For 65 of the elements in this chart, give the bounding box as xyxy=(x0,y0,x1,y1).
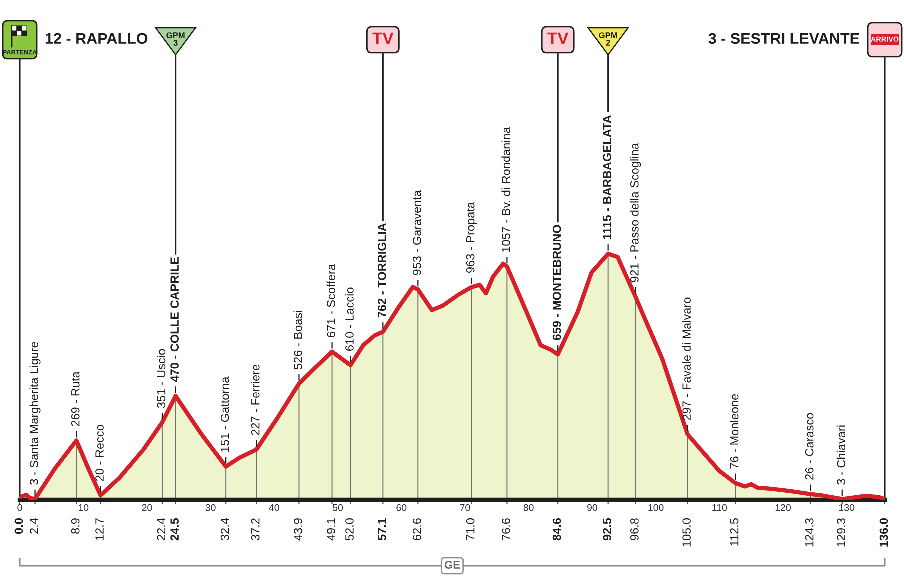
x2-tick-label: 50 xyxy=(332,504,344,512)
annotation: 1057 - Bv. di Rondanina xyxy=(502,127,510,252)
annotation: 20 - Recco xyxy=(96,425,104,482)
x2-tick-label: 20 xyxy=(142,504,152,512)
annotation: 526 - Boasi xyxy=(294,311,302,370)
text: 12 - RAPALLO xyxy=(46,33,148,44)
x-tick-label: 0.0 xyxy=(14,518,24,534)
x-tick-label: 32.4 xyxy=(220,518,230,541)
x2-tick-label: 70 xyxy=(460,504,470,512)
x-tick-label: 71.0 xyxy=(466,518,475,540)
x-tick-label: 136.0 xyxy=(880,518,888,547)
annotation: 26 - Carasco xyxy=(805,413,814,480)
x2-tick-label: 30 xyxy=(206,504,216,512)
text: GE xyxy=(444,561,460,569)
x-tick-label: 8.9 xyxy=(71,518,80,534)
annotation: 671 - Scoffera xyxy=(326,264,336,338)
x-tick-label: 24.5 xyxy=(170,518,179,541)
x2-tick-label: 10 xyxy=(78,504,89,512)
annotation: 470 - COLLE CAPRILE xyxy=(170,257,179,382)
x-tick-label: 57.1 xyxy=(378,518,386,541)
x-tick-label: 112.5 xyxy=(730,518,739,546)
ref-line-label: GPM 2 xyxy=(599,32,618,46)
ref-line-label: TV xyxy=(548,32,569,44)
annotation: 269 - Ruta xyxy=(71,372,80,426)
x-tick-label: 129.3 xyxy=(837,518,846,547)
annotation: 351 - Uscio xyxy=(156,349,166,408)
x-tick-label: 84.6 xyxy=(552,518,562,541)
x2-tick-label: 40 xyxy=(269,504,280,512)
x-tick-label: 43.9 xyxy=(294,518,302,541)
annotation: 762 - TORRIGLIA xyxy=(378,224,386,318)
x2-tick-label: 100 xyxy=(648,504,664,512)
ref-line-label: GPM 3 xyxy=(166,32,185,46)
x-tick-label: 124.3 xyxy=(805,518,814,547)
annotation: 953 - Garaventa xyxy=(412,190,422,276)
x2-tick-label: 120 xyxy=(776,504,791,512)
text: 3 - SESTRI LEVANTE xyxy=(708,33,860,44)
x-tick-label: 96.8 xyxy=(630,518,639,540)
x2-tick-label: 110 xyxy=(712,504,728,512)
annotation: 3 - Santa Margherita Ligure xyxy=(30,342,41,485)
x-tick-label: 12.7 xyxy=(96,518,104,540)
annotation: 76 - Monleone xyxy=(730,394,739,469)
x2-tick-label: 0 xyxy=(18,504,22,512)
annotation: 3 - Chiavari xyxy=(836,426,846,485)
annotation: 659 - MONTEBRUNO xyxy=(552,225,562,340)
x2-tick-label: 60 xyxy=(396,504,407,512)
annotation: 1115 - BARBAGELATA xyxy=(603,116,612,240)
annotation: 963 - Propata xyxy=(466,202,478,274)
x-tick-label: 37.2 xyxy=(251,518,260,541)
x-tick-label: 52.0 xyxy=(346,518,354,541)
x-tick-label: 2.4 xyxy=(30,518,38,534)
x-tick-label: 62.6 xyxy=(412,518,422,540)
x-tick-label: 105.0 xyxy=(682,518,691,547)
annotation: 227 - Ferriere xyxy=(251,364,260,436)
ref-line-label: TV xyxy=(372,32,394,44)
annotation: 297 - Favale di Malvaro xyxy=(682,298,691,420)
annotation: 921 - Passo della Scoglina xyxy=(630,143,642,282)
x2-tick-label: 80 xyxy=(524,504,534,512)
annotation: 151 - Gattorna xyxy=(220,376,230,452)
x-tick-label: 76.6 xyxy=(502,518,510,540)
x2-tick-label: 130 xyxy=(839,504,855,512)
annotation: 610 - Laccio xyxy=(345,288,354,351)
x2-tick-label: 90 xyxy=(587,504,598,512)
x-tick-label: 92.5 xyxy=(603,518,612,541)
x-tick-label: 49.1 xyxy=(327,518,336,541)
x-tick-label: 22.4 xyxy=(157,518,166,540)
